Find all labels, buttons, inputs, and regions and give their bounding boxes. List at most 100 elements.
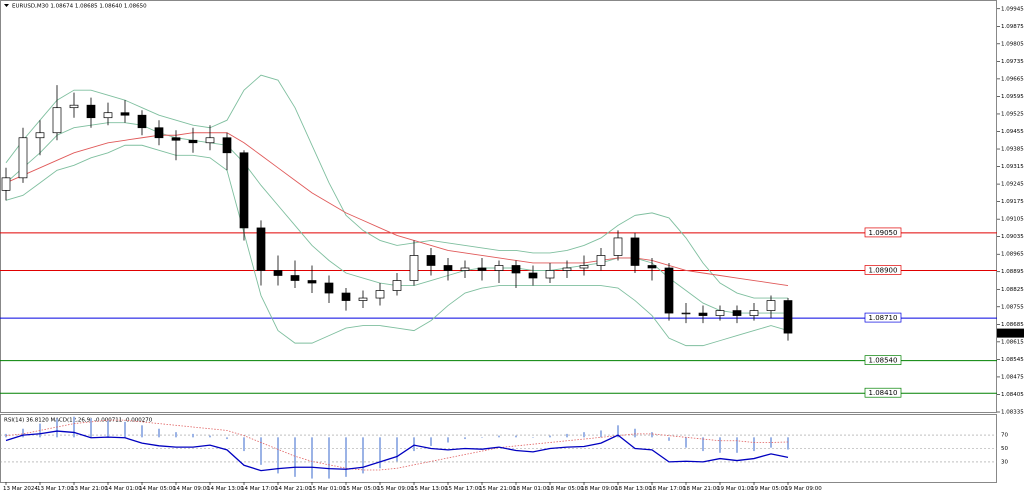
current-price-box [997, 328, 1024, 338]
signal-value: -0.000270 [124, 417, 153, 423]
histogram-bar [600, 430, 602, 438]
histogram-bar [702, 437, 704, 452]
candle-body [1, 177, 11, 191]
x-tick-label: 14 Mar 13:00 [207, 486, 244, 492]
x-tick-label: 13 Mar 2024 [3, 486, 38, 492]
candle-body [732, 310, 742, 316]
y-tick-label: 70 [1001, 433, 1008, 439]
y-tick-label: 1.08545 [1001, 357, 1024, 363]
level-label: 1.09050 [869, 229, 898, 237]
x-tick-label: 15 Mar 05:00 [343, 486, 380, 492]
indicator-line [5, 132, 789, 286]
candle-body [69, 104, 79, 109]
histogram-bar [141, 425, 143, 438]
candle-body [358, 297, 368, 301]
y-tick-label: 1.09385 [1001, 147, 1024, 153]
candle-body [698, 312, 708, 316]
histogram-bar [294, 437, 296, 477]
x-tick-label: 15 Mar 01:00 [309, 486, 346, 492]
histogram-bar [532, 437, 534, 438]
y-tick-label: 1.09875 [1001, 24, 1024, 30]
y-tick-label: 1.08755 [1001, 304, 1024, 310]
ohlc-value: 1.08685 [75, 3, 98, 9]
x-tick-label: 18 Mar 01:00 [513, 486, 550, 492]
histogram-bar [685, 437, 687, 448]
histogram-bar [56, 418, 58, 438]
histogram-bar [175, 432, 177, 438]
histogram-bar [549, 435, 551, 438]
candle-body [409, 255, 419, 281]
x-tick-label: 19 Mar 05:00 [751, 486, 788, 492]
x-tick-label: 18 Mar 17:00 [649, 486, 686, 492]
histogram-bar [209, 435, 211, 438]
histogram-bar [379, 437, 381, 469]
candle-body [290, 275, 300, 281]
x-tick-label: 13 Mar 17:00 [37, 486, 74, 492]
y-tick-label: 1.08895 [1001, 269, 1024, 275]
level-label-box [864, 387, 902, 398]
rsi-line [5, 430, 789, 472]
level-label-box [864, 265, 902, 275]
candle-body [103, 112, 113, 119]
level-label: 1.08710 [869, 314, 898, 322]
indicator-title: RSI(14) 36.8120 MACD(12,26,9) -0.000711 … [4, 417, 153, 423]
candle-body [511, 265, 521, 274]
candle-body [392, 280, 402, 291]
y-tick-label: 30 [1001, 459, 1008, 465]
level-label: 1.08540 [869, 357, 898, 365]
y-tick-label: 1.09455 [1001, 129, 1024, 135]
histogram-bar [770, 437, 772, 448]
histogram-bar [192, 433, 194, 438]
rsi-value: 36.8120 [26, 417, 49, 423]
candle-body [596, 255, 606, 266]
histogram-bar [158, 428, 160, 438]
y-tick-label: 1.09525 [1001, 111, 1024, 117]
histogram-bar [617, 425, 619, 438]
candle-body [766, 300, 776, 311]
candle-body [222, 137, 232, 154]
y-tick-label: 1.09735 [1001, 59, 1024, 65]
candle-body [86, 104, 96, 119]
y-tick-label: 1.08335 [1001, 410, 1024, 416]
histogram-bar [226, 437, 228, 440]
candle-body [188, 139, 198, 144]
candle-body [137, 114, 147, 129]
x-tick-label: 14 Mar 21:00 [275, 486, 312, 492]
candle-body [681, 312, 691, 315]
indicator-line [5, 74, 788, 299]
candle-body [18, 137, 28, 179]
candle-body [562, 267, 572, 271]
y-tick-label: 1.09245 [1001, 182, 1024, 188]
candle-body [375, 290, 385, 299]
histogram-bar [396, 437, 398, 462]
histogram-bar [328, 437, 330, 479]
x-tick-label: 14 Mar 09:00 [173, 486, 210, 492]
candle-body [171, 137, 181, 141]
y-tick-label: 1.08685 [1001, 322, 1024, 328]
x-tick-label: 19 Mar 09:00 [785, 486, 822, 492]
candle-body [749, 310, 759, 316]
indicator-line [5, 144, 789, 347]
histogram-bar [464, 437, 466, 440]
candle-body [647, 265, 657, 269]
candle-body [205, 137, 215, 144]
histogram-bar [668, 437, 670, 441]
level-label-box [864, 227, 902, 238]
histogram-bar [481, 437, 483, 438]
ohlc-value: 1.08640 [99, 3, 122, 9]
histogram-bar [583, 432, 585, 438]
main-frame [0, 0, 997, 413]
x-tick-label: 14 Mar 01:00 [105, 486, 142, 492]
y-tick-label: 1.09035 [1001, 234, 1024, 240]
candle-body [426, 255, 436, 266]
candle-body [35, 132, 45, 139]
candle-body [256, 227, 266, 271]
histogram-bar [566, 433, 568, 438]
candle-body [120, 112, 130, 116]
histogram-bar [362, 437, 364, 474]
rsi-name: RSI(14) [4, 417, 24, 423]
histogram-bar [22, 428, 24, 438]
signal-line [5, 419, 789, 471]
